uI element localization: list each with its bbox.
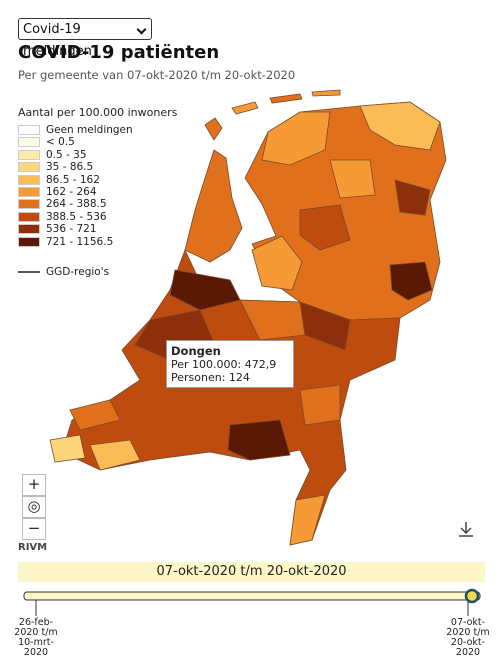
timeline-label-line: 2020: [455, 647, 481, 658]
region: [359, 101, 441, 151]
legend-label: 162 - 264: [46, 186, 97, 198]
legend-swatch: [18, 199, 40, 210]
region: [261, 111, 331, 166]
legend-item: Geen meldingen: [18, 124, 133, 136]
timeline-label-line: 20-okt-: [450, 637, 486, 648]
legend-item: 0.5 - 35: [18, 149, 87, 161]
zoom-out[interactable]: −: [22, 518, 46, 540]
tooltip-line: Per 100.000: 472,9: [171, 358, 277, 371]
region: [49, 434, 86, 463]
title: COVID-19 patiënten: [18, 42, 220, 63]
legend-swatch: [18, 187, 40, 197]
legend-label: Geen meldingen: [46, 124, 133, 136]
subtitle: Per gemeente van 07-okt-2020 t/m 20-okt-…: [18, 68, 296, 82]
island: [311, 89, 341, 97]
reset-view[interactable]: ◎: [22, 496, 46, 518]
legend-swatch: [18, 125, 40, 135]
legend-item: 86.5 - 162: [18, 174, 100, 186]
layer-dropdown[interactable]: Covid-19 meldingen: [18, 18, 152, 59]
region: [184, 149, 243, 263]
region: [89, 439, 141, 471]
timeline-label-line: 2020: [23, 647, 49, 658]
region: [227, 419, 291, 461]
legend-label: 721 - 1156.5: [46, 235, 114, 248]
border-swatch: [18, 271, 40, 273]
legend-label: 388.5 - 536: [46, 210, 107, 223]
legend-item: < 0.5: [18, 136, 75, 148]
legend-item: 721 - 1156.5: [18, 236, 113, 248]
timeline-label-line: 2020 t/m: [446, 627, 490, 638]
region: [299, 204, 351, 251]
legend-item: 162 - 264: [18, 186, 97, 198]
legend-border: GGD-regio's: [18, 266, 109, 278]
region: [289, 494, 326, 546]
timeline-label-line: 07-okt-: [450, 617, 486, 628]
tooltip: Dongen Per 100.000: 472,9 Personen: 124: [166, 340, 294, 388]
download-icon[interactable]: [459, 522, 473, 537]
tooltip-title: Dongen: [171, 344, 221, 358]
timeline-label-line: 26-feb-: [18, 617, 54, 628]
legend-label: 86.5 - 162: [46, 173, 100, 186]
tooltip-line: Personen: 124: [171, 371, 250, 384]
region: [394, 179, 431, 216]
legend-item: 35 - 86.5: [18, 161, 93, 173]
source: RIVM: [18, 542, 48, 553]
period-band: 07-okt-2020 t/m 20-okt-2020: [18, 562, 485, 582]
map: [49, 89, 473, 546]
region: [69, 399, 121, 431]
region: [299, 384, 341, 426]
legend-swatch: [18, 236, 40, 247]
timeline-start-label: 26-feb- 2020 t/m 10-mrt- 2020: [6, 618, 66, 658]
region: [299, 301, 351, 351]
timeline-end-label: 07-okt- 2020 t/m 20-okt- 2020: [438, 618, 498, 658]
island: [231, 101, 259, 115]
map-regions: [49, 89, 447, 546]
zoom-in[interactable]: +: [22, 474, 46, 496]
download-arrow[interactable]: [459, 522, 473, 537]
slider-knob[interactable]: [464, 588, 480, 604]
timeline-label-line: 10-mrt-: [18, 637, 54, 648]
legend-title: Aantal per 100.000 inwoners: [18, 106, 178, 119]
legend-label: 0.5 - 35: [46, 148, 87, 161]
legend-label: < 0.5: [46, 136, 75, 149]
timeline: [23, 588, 481, 616]
legend-swatch: [18, 137, 40, 148]
border-label: GGD-regio's: [46, 266, 110, 278]
region: [389, 261, 433, 301]
slider-track[interactable]: [23, 591, 481, 601]
legend-label: 264 - 388.5: [46, 198, 107, 211]
legend-label: 536 - 721: [46, 223, 97, 236]
legend-swatch: [18, 224, 40, 235]
legend-label: 35 - 86.5: [46, 161, 94, 174]
legend-swatch: [18, 149, 40, 160]
legend-item: 536 - 721: [18, 223, 97, 235]
island: [204, 117, 223, 141]
region: [329, 159, 376, 199]
island: [269, 93, 303, 104]
region: [169, 269, 241, 311]
legend-swatch: [18, 174, 40, 185]
legend-swatch: [18, 211, 40, 222]
region: [251, 235, 303, 291]
legend-item: 264 - 388.5: [18, 198, 107, 210]
legend-item: 388.5 - 536: [18, 211, 107, 223]
timeline-label-line: 2020 t/m: [14, 627, 58, 638]
legend-swatch: [18, 162, 40, 173]
